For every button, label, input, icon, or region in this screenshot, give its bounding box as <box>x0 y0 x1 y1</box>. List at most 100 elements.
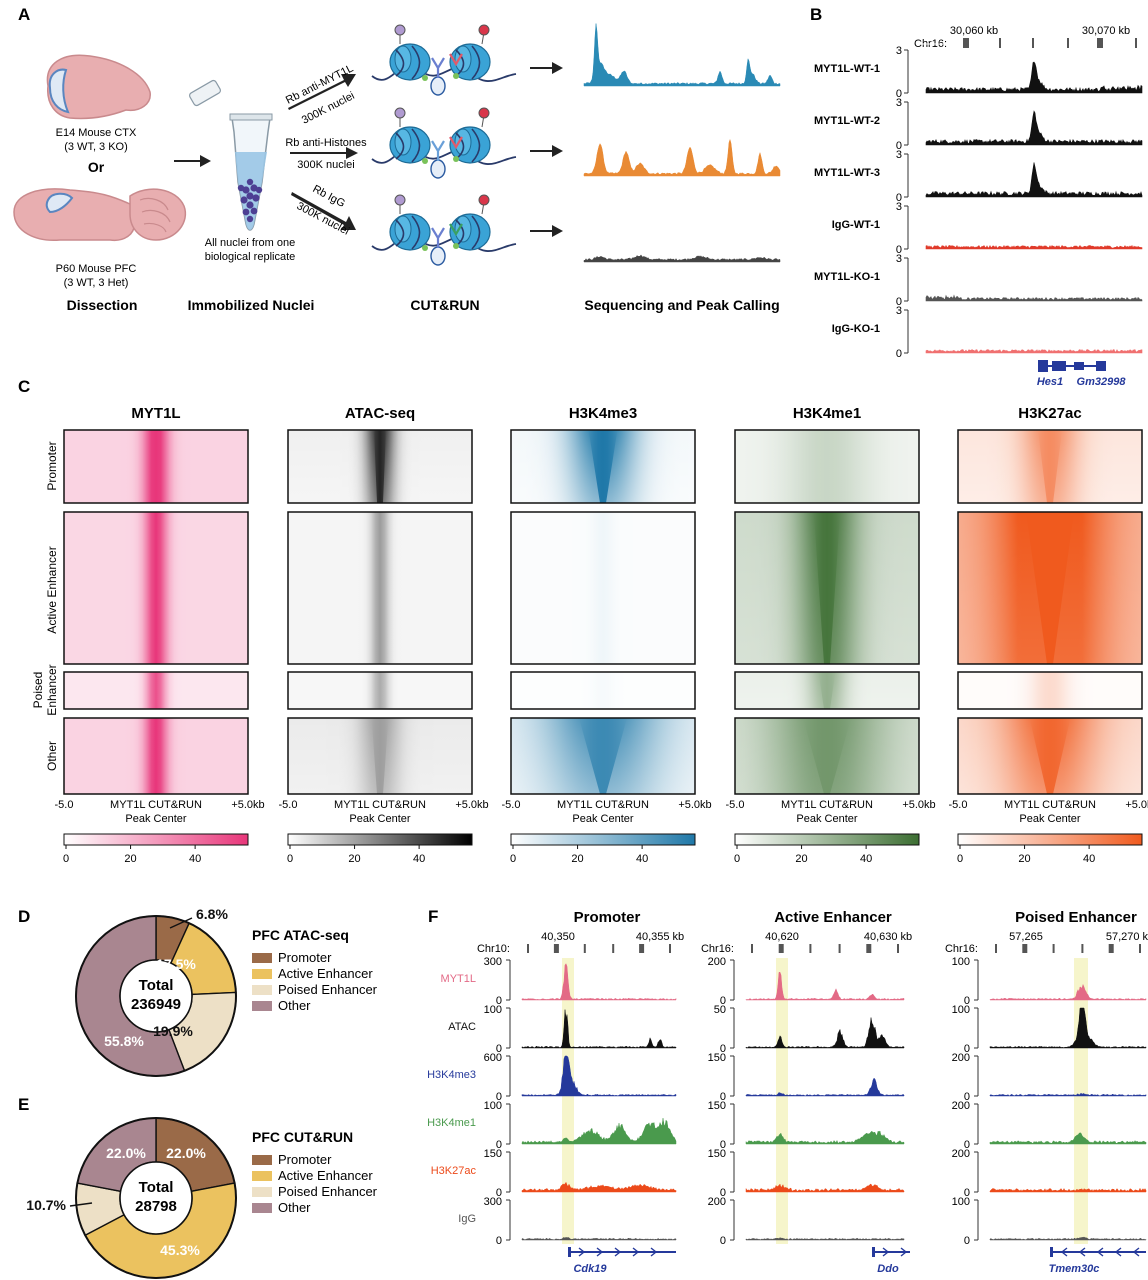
heatmap-frame <box>287 717 473 795</box>
f-track-label: ATAC <box>448 1021 476 1033</box>
protein-a-icon <box>422 75 428 81</box>
b-gene-gm32998: Gm32998 <box>1077 376 1127 388</box>
f-ymax: 150 <box>484 1148 502 1160</box>
heatmap-block <box>511 512 695 664</box>
heatmap-block <box>64 718 248 794</box>
colorbar-tick-label: 0 <box>510 853 516 865</box>
f-ymax: 150 <box>708 1100 726 1112</box>
donut-outline <box>75 915 237 1077</box>
mark-icon <box>394 107 406 119</box>
f-track-label: H3K4me3 <box>427 1069 476 1081</box>
donut-slice-label: 10.7% <box>26 1197 66 1213</box>
coverage-track <box>583 254 781 263</box>
legend-swatch <box>252 1155 272 1165</box>
antibody-icon <box>431 57 445 78</box>
heatmap-frame <box>957 717 1143 795</box>
f-ymin: 0 <box>496 1091 502 1103</box>
donut-leader-line <box>169 917 193 929</box>
colorbar-tick-label: 0 <box>734 853 740 865</box>
f-gene-arrow <box>1078 1247 1086 1257</box>
f-gene-arrow <box>1114 1247 1122 1257</box>
f-track-label: H3K4me1 <box>427 1117 476 1129</box>
f-gene-exon <box>568 1247 571 1257</box>
heatmap-frame <box>510 671 696 710</box>
heatmap-funnel <box>958 512 1142 664</box>
heatmap-frame <box>957 511 1143 665</box>
f-ymax: 600 <box>484 1052 502 1064</box>
legend-swatch <box>252 1171 272 1181</box>
dna-strand <box>411 215 421 250</box>
f-ymax: 100 <box>484 1100 502 1112</box>
f-coord: 40,355 kb <box>636 931 684 943</box>
step-dissection: Dissection <box>67 297 138 313</box>
ab2-line2: 300K nuclei <box>297 159 355 171</box>
f-ymax: 200 <box>952 1148 970 1160</box>
legend-swatch <box>252 953 272 963</box>
heatmap-block <box>288 672 472 709</box>
f-gene-arrow <box>632 1247 640 1257</box>
f-ymin: 0 <box>720 995 726 1007</box>
heatmap-row-label: Promoter <box>45 441 59 490</box>
dna-strand <box>411 128 421 163</box>
ruler-tick <box>963 38 969 48</box>
donut-slice-label: 45.3% <box>160 1242 200 1258</box>
f-ymax: 300 <box>484 956 502 968</box>
b-track-label: MYT1L-WT-1 <box>814 63 880 75</box>
ctx-sub: (3 WT, 3 KO) <box>64 141 128 153</box>
f-ymax: 200 <box>952 1100 970 1112</box>
heatmap-funnel <box>288 718 472 794</box>
protein-a-icon <box>422 245 428 251</box>
b-coverage-track <box>925 61 1143 94</box>
f-gene-arrow <box>1096 1247 1104 1257</box>
f-ymin: 0 <box>720 1139 726 1151</box>
legend-label: Other <box>278 998 311 1013</box>
b-coverage-track <box>925 110 1143 146</box>
f-region-title: Active Enhancer <box>774 909 892 926</box>
legend-label: Other <box>278 1200 311 1215</box>
f-track-label: MYT1L <box>441 973 476 985</box>
f-ymax: 300 <box>484 1196 502 1208</box>
step-cutrun: CUT&RUN <box>410 297 479 313</box>
heatmap-block <box>511 672 695 709</box>
colorbar-tick-label: 20 <box>124 853 136 865</box>
f-coverage-track <box>521 1181 677 1193</box>
antibody-icon <box>431 140 445 161</box>
f-ruler-tick <box>527 944 529 953</box>
pag-mnase-icon <box>430 76 446 96</box>
f-highlight <box>562 958 574 1244</box>
heatmap-frame <box>63 717 249 795</box>
ruler-tick <box>1067 38 1069 48</box>
xaxis-mid: MYT1L CUT&RUN <box>334 799 426 811</box>
b-coverage-track <box>925 294 1143 302</box>
f-coord: 40,620 <box>765 931 799 943</box>
legend-label: Promoter <box>278 1152 332 1167</box>
colorbar-tick-label: 0 <box>957 853 963 865</box>
legend-label: Poised Enhancer <box>278 982 378 997</box>
step-sequencing: Sequencing and Peak Calling <box>584 297 779 313</box>
f-ymax: 100 <box>484 1004 502 1016</box>
donut-outline <box>75 1117 237 1279</box>
donut-slice-label: 22.0% <box>166 1145 206 1161</box>
heatmap-funnel <box>511 430 695 503</box>
colorbar-tick-label: 20 <box>348 853 360 865</box>
heatmap-block <box>958 672 1142 709</box>
heatmap-title: H3K4me3 <box>569 405 637 422</box>
colorbar <box>287 833 473 846</box>
xaxis-left: -5.0 <box>279 799 298 811</box>
f-ymin: 0 <box>964 1235 970 1247</box>
heatmap-frame <box>734 671 920 710</box>
f-ymax: 100 <box>952 1004 970 1016</box>
panel-f: MYT1L ATAC H3K4me3 H3K4me1 H3K27ac IgG Promote… <box>427 909 1148 1275</box>
f-coverage-track <box>745 1183 905 1193</box>
donut-hole <box>119 1161 193 1235</box>
heatmap-frame <box>287 671 473 710</box>
heatmap-frame <box>510 717 696 795</box>
xaxis-right: +5.0kb <box>455 799 488 811</box>
heatmap-funnel <box>735 718 919 794</box>
colorbar <box>510 833 696 846</box>
antibody-icon <box>449 223 463 237</box>
xaxis-sub: Peak Center <box>1019 813 1080 825</box>
f-ruler-tick <box>897 944 899 953</box>
xaxis-right: +5.0kb <box>231 799 264 811</box>
f-region-title: Poised Enhancer <box>1015 909 1137 926</box>
